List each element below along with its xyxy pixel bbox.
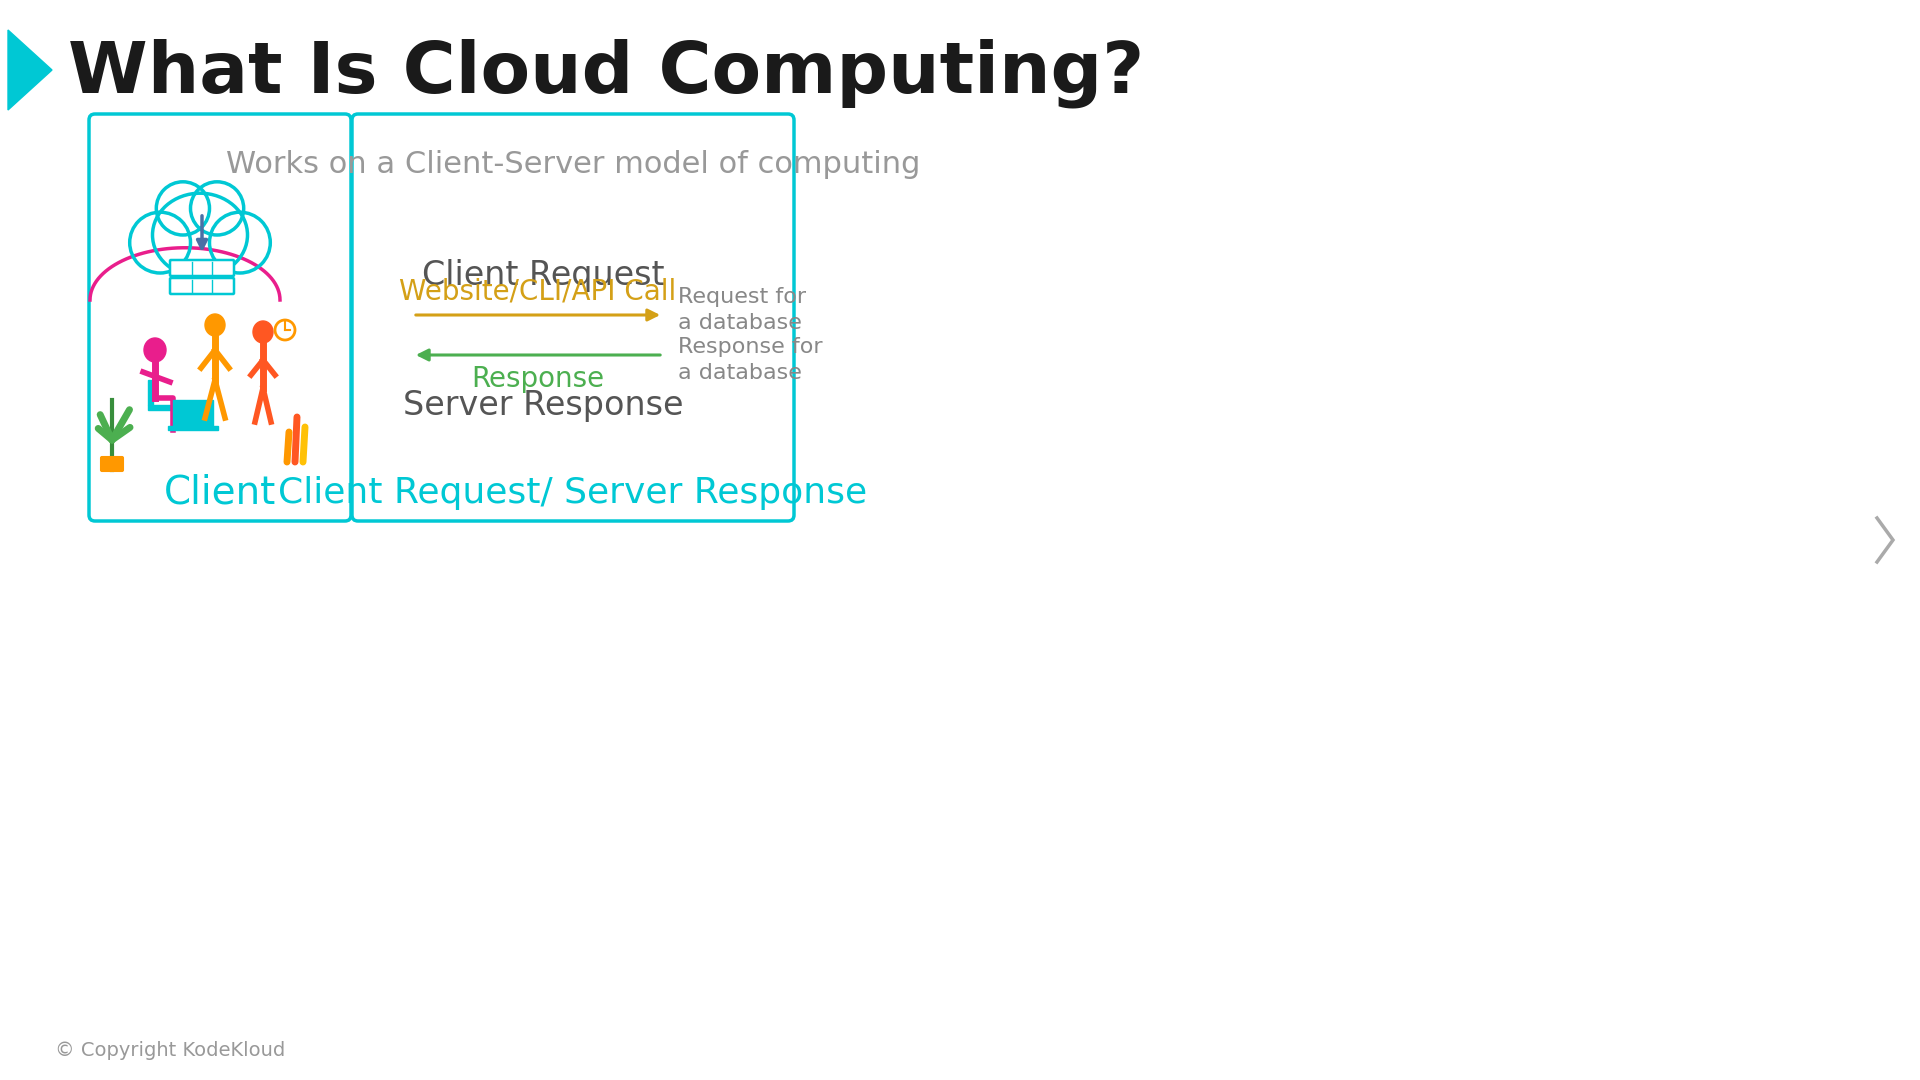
FancyBboxPatch shape: [171, 260, 234, 276]
FancyBboxPatch shape: [102, 457, 123, 471]
Ellipse shape: [156, 181, 209, 235]
Text: Response for
a database: Response for a database: [678, 337, 822, 383]
Ellipse shape: [144, 338, 165, 362]
Ellipse shape: [205, 314, 225, 336]
FancyBboxPatch shape: [88, 114, 351, 521]
Bar: [148, 380, 154, 405]
Bar: [169, 426, 219, 430]
Ellipse shape: [131, 212, 190, 273]
FancyBboxPatch shape: [351, 114, 795, 521]
Text: Response: Response: [472, 365, 605, 393]
Text: Client: Client: [163, 474, 276, 512]
Ellipse shape: [209, 212, 271, 273]
Polygon shape: [8, 30, 52, 110]
Text: What Is Cloud Computing?: What Is Cloud Computing?: [67, 38, 1144, 108]
Text: © Copyright KodeKloud: © Copyright KodeKloud: [56, 1040, 286, 1059]
Text: Request for
a database: Request for a database: [678, 287, 806, 334]
Bar: [173, 400, 213, 426]
FancyBboxPatch shape: [171, 278, 234, 294]
Ellipse shape: [253, 321, 273, 343]
Text: Client Request: Client Request: [422, 258, 664, 292]
Text: Works on a Client-Server model of computing: Works on a Client-Server model of comput…: [227, 150, 920, 179]
Ellipse shape: [152, 193, 248, 276]
Text: Server Response: Server Response: [403, 389, 684, 421]
Text: Website/CLI/API Call: Website/CLI/API Call: [399, 276, 676, 305]
Text: Client Request/ Server Response: Client Request/ Server Response: [278, 476, 868, 510]
Bar: [148, 405, 182, 410]
Ellipse shape: [190, 181, 244, 235]
